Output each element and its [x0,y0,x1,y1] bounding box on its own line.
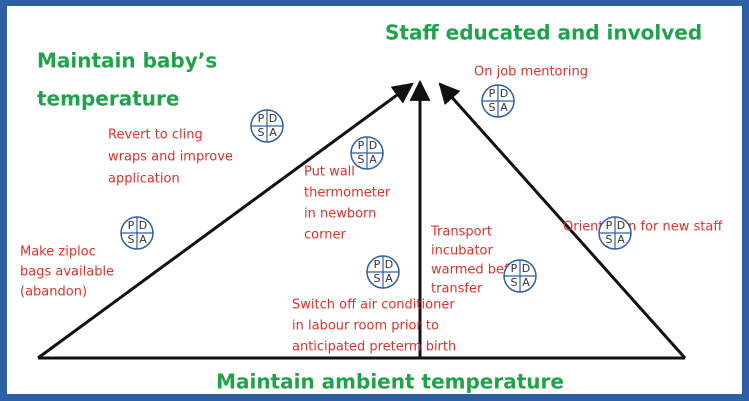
item-label: Orientation for new staff [563,220,723,235]
item-label: corner [304,228,346,243]
item-label: wraps and improve [108,150,233,165]
item-label: anticipated preterm birth [292,340,456,355]
pdsa-letter: D [385,258,393,271]
item-label: Switch off air conditioner [292,298,455,313]
item-label: incubator [431,244,494,259]
item-label: Transport [430,225,492,240]
pdsa-cycle: P DS A [598,216,632,250]
pdsa-letter: A [617,233,625,246]
pdsa-letter: D [269,112,277,125]
pdsa-letter: A [385,272,393,285]
arrow [438,82,687,359]
pdsa-cycle: P DS A [503,259,537,293]
title-bottom: Maintain ambient temperature [216,370,564,394]
pdsa-letter: S [511,276,518,289]
item-label: Revert to cling [108,128,203,143]
pdsa-letter: A [269,126,277,139]
pdsa-letter: P [511,262,518,275]
pdsa-cycle: P DS A [250,109,284,143]
pdsa-cycle: P DS A [120,216,154,250]
item-label: in labour room prior to [292,319,439,334]
pdsa-letter: D [369,139,377,152]
item-label: application [108,172,180,187]
pdsa-letter: S [128,233,135,246]
pdsa-letter: D [500,87,508,100]
pdsa-letter: P [374,258,381,271]
item-label: Put wall [304,165,355,180]
item-label: Make ziploc [20,245,96,260]
pdsa-letter: A [522,276,530,289]
pdsa-cycle: P DS A [350,136,384,170]
pdsa-letter: S [489,101,496,114]
pdsa-letter: D [139,219,147,232]
arrow [37,82,414,360]
triangle [37,79,687,360]
pdsa-letter: A [369,153,377,166]
pdsa-letter: S [358,153,365,166]
pdsa-letter: D [617,219,625,232]
pdsa-cycle: P DS A [366,255,400,289]
pdsa-letter: P [358,139,365,152]
pdsa-letter: S [258,126,265,139]
title-left: temperature [37,87,179,111]
pdsa-letter: A [139,233,147,246]
item-label: bags available [20,265,114,280]
pdsa-letter: P [258,112,265,125]
title-left: Maintain baby’s [37,49,217,73]
item-label: in newborn [304,207,376,222]
pdsa-letter: S [606,233,613,246]
pdsa-letter: P [606,219,613,232]
pdsa-letter: S [374,272,381,285]
canvas [7,6,742,394]
pdsa-cycle: P DS A [481,84,515,118]
item-label: transfer [431,282,483,297]
item-label: thermometer [304,186,391,201]
pdsa-letter: D [522,262,530,275]
item-label: (abandon) [20,285,87,300]
pdsa-letter: P [489,87,496,100]
pdsa-letter: A [500,101,508,114]
title-top: Staff educated and involved [385,21,702,45]
item-label: On job mentoring [474,65,588,80]
pdsa-letter: P [128,219,135,232]
